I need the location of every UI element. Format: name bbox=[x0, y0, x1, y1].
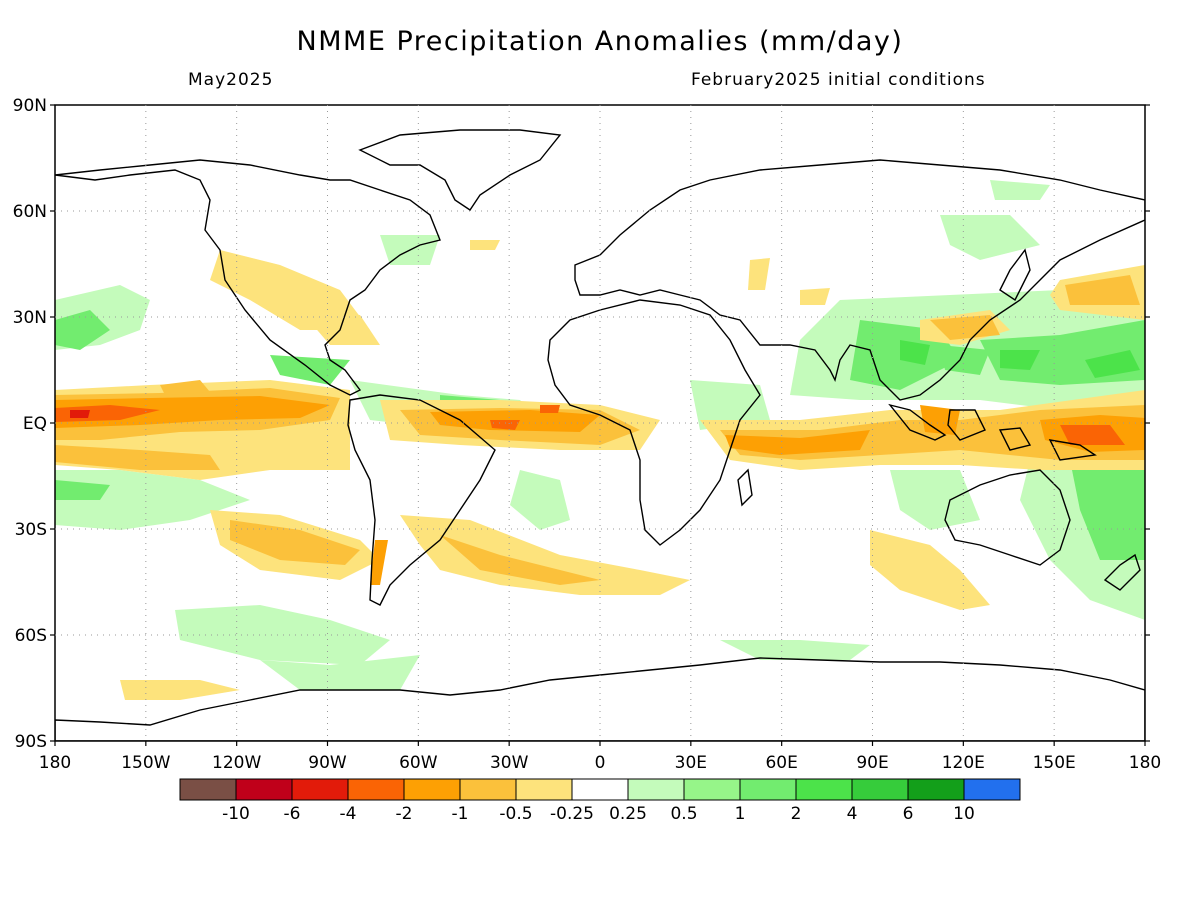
coastlines bbox=[55, 129, 1145, 741]
forecast-month-label: May2025 bbox=[188, 70, 274, 90]
maritime-continent-coast bbox=[888, 403, 1097, 461]
negative-core-areas bbox=[55, 405, 1125, 445]
latitude-label: 30S bbox=[15, 520, 47, 540]
new-zealand-coast bbox=[1103, 553, 1141, 591]
longitude-label: 0 bbox=[595, 753, 606, 773]
longitude-label: 150W bbox=[121, 753, 170, 773]
colorbar-label: 0.5 bbox=[670, 804, 697, 824]
europe-asia-coast bbox=[574, 159, 1145, 401]
colorbar-swatch bbox=[739, 778, 797, 801]
latitude-label: 60N bbox=[13, 202, 47, 222]
latitude-labels: 90N 60N 30N EQ 30S 60S 90S bbox=[13, 96, 47, 752]
colorbar-label: -0.5 bbox=[499, 804, 532, 824]
positive-strong-areas bbox=[900, 340, 1140, 378]
colorbar-swatch bbox=[571, 778, 629, 801]
colorbar-swatch bbox=[291, 778, 349, 801]
graticule bbox=[55, 105, 1145, 741]
initial-conditions-label: February2025 initial conditions bbox=[691, 70, 986, 90]
latitude-label: 90S bbox=[15, 732, 47, 752]
longitude-label: 30W bbox=[490, 753, 529, 773]
colorbar-swatch bbox=[459, 778, 517, 801]
longitude-label: 180 bbox=[1129, 753, 1161, 773]
latitude-label: EQ bbox=[23, 414, 47, 434]
map-title: NMME Precipitation Anomalies (mm/day) bbox=[296, 26, 904, 57]
japan-coast bbox=[999, 248, 1031, 302]
colorbar-label: -0.25 bbox=[550, 804, 594, 824]
colorbar-label: 10 bbox=[953, 804, 975, 824]
colorbar-label: 4 bbox=[847, 804, 858, 824]
colorbar-label: -4 bbox=[340, 804, 357, 824]
colorbar-label: -1 bbox=[452, 804, 469, 824]
longitude-label: 60W bbox=[399, 753, 438, 773]
longitude-label: 30E bbox=[675, 753, 707, 773]
africa-coast bbox=[547, 299, 761, 546]
colorbar-label: 0.25 bbox=[609, 804, 647, 824]
colorbar-label: 6 bbox=[903, 804, 914, 824]
colorbar-swatch bbox=[235, 778, 293, 801]
madagascar-coast bbox=[737, 468, 753, 507]
latitude-label: 30N bbox=[13, 308, 47, 328]
colorbar-swatch bbox=[851, 778, 909, 801]
australia-coast bbox=[944, 469, 1071, 566]
longitude-labels: 180 150W 120W 90W 60W 30W 0 30E 60E 90E 120E 150E 18… bbox=[39, 753, 1161, 773]
axis-ticks bbox=[50, 104, 1150, 746]
colorbar-label: -2 bbox=[396, 804, 413, 824]
colorbar-swatch bbox=[179, 778, 237, 801]
longitude-label: 90E bbox=[856, 753, 888, 773]
colorbar-swatch bbox=[907, 778, 965, 801]
greenland-coast bbox=[358, 129, 562, 211]
south-america-coast bbox=[347, 394, 496, 606]
colorbar-swatch bbox=[795, 778, 853, 801]
north-america-coast bbox=[55, 159, 441, 396]
colorbar-label: 2 bbox=[791, 804, 802, 824]
longitude-label: 120W bbox=[212, 753, 261, 773]
colorbar-swatch bbox=[683, 778, 741, 801]
latitude-label: 90N bbox=[13, 96, 47, 116]
longitude-label: 90W bbox=[308, 753, 347, 773]
antarctica-coast bbox=[55, 657, 1145, 741]
colorbar bbox=[179, 778, 1021, 801]
colorbar-swatch bbox=[347, 778, 405, 801]
latitude-label: 60S bbox=[15, 626, 47, 646]
colorbar-label: 1 bbox=[735, 804, 746, 824]
longitude-label: 120E bbox=[942, 753, 985, 773]
colorbar-swatch bbox=[515, 778, 573, 801]
colorbar-label: -6 bbox=[284, 804, 301, 824]
colorbar-label: -10 bbox=[222, 804, 250, 824]
longitude-label: 60E bbox=[765, 753, 797, 773]
anomaly-field bbox=[55, 180, 1145, 700]
colorbar-swatch bbox=[403, 778, 461, 801]
negative-extreme-areas bbox=[70, 410, 90, 418]
longitude-label: 180 bbox=[39, 753, 71, 773]
colorbar-swatch bbox=[627, 778, 685, 801]
longitude-label: 150E bbox=[1033, 753, 1076, 773]
colorbar-labels: -10 -6 -4 -2 -1 -0.5 -0.25 0.25 0.5 1 2 4 6 10 bbox=[222, 804, 975, 824]
colorbar-swatch bbox=[963, 778, 1021, 801]
